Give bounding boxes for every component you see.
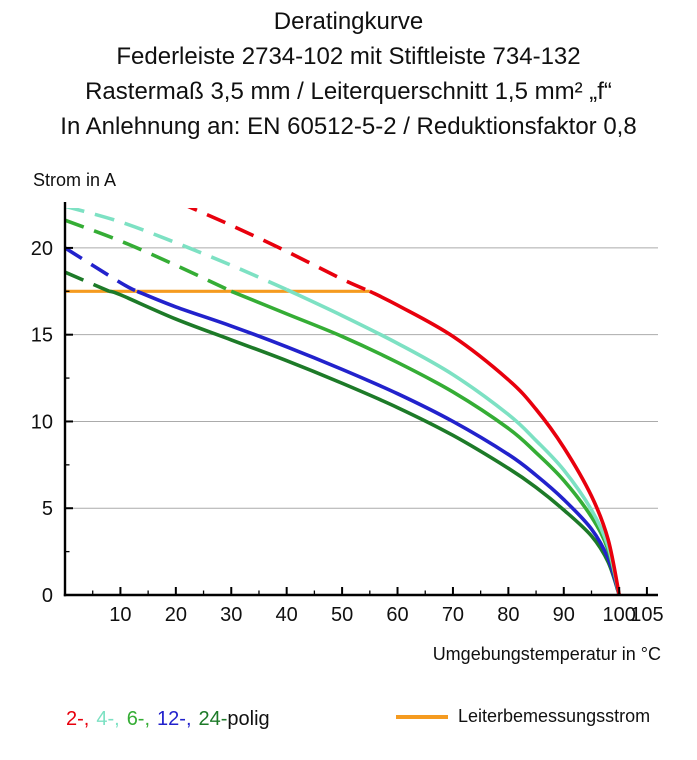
legend-pole-label: 2-, — [66, 708, 90, 730]
legend-pole-label: 6-, — [126, 708, 151, 730]
legend-pole-label: 12-, — [157, 708, 192, 730]
legend-pole-label: 24- — [198, 708, 228, 730]
svg-text:15: 15 — [31, 325, 53, 347]
legend-poles-suffix: polig — [227, 708, 270, 730]
svg-text:80: 80 — [497, 604, 519, 626]
svg-text:105: 105 — [630, 604, 663, 626]
svg-text:20: 20 — [165, 604, 187, 626]
svg-text:90: 90 — [553, 604, 575, 626]
x-axis-title: Umgebungstemperatur in °C — [432, 644, 661, 664]
title-line-2: Federleiste 2734-102 mit Stiftleiste 734… — [116, 43, 581, 70]
svg-text:60: 60 — [386, 604, 408, 626]
y-axis-title: Strom in A — [33, 170, 117, 190]
svg-text:10: 10 — [109, 604, 131, 626]
svg-text:50: 50 — [331, 604, 353, 626]
rated-current-line-swatch — [396, 714, 448, 719]
legend-pole-label: 4-, — [96, 708, 120, 730]
svg-text:40: 40 — [276, 604, 298, 626]
chart-title-block: Deratingkurve Federleiste 2734-102 mit S… — [0, 4, 697, 144]
svg-text:70: 70 — [442, 604, 464, 626]
title-line-3: Rastermaß 3,5 mm / Leiterquerschnitt 1,5… — [85, 78, 612, 105]
title-line-4: In Anlehnung an: EN 60512-5-2 / Reduktio… — [60, 113, 637, 140]
legend-rated-current: Leiterbemessungsstrom — [396, 706, 650, 727]
svg-text:10: 10 — [31, 411, 53, 433]
svg-text:30: 30 — [220, 604, 242, 626]
svg-text:0: 0 — [42, 585, 53, 607]
rated-current-label: Leiterbemessungsstrom — [458, 706, 651, 726]
legend-poles: 2-, 4-, 6-, 12-, 24-polig — [66, 708, 270, 731]
svg-text:100: 100 — [603, 604, 636, 626]
svg-text:20: 20 — [31, 238, 53, 260]
title-line-1: Deratingkurve — [273, 8, 424, 35]
svg-text:5: 5 — [42, 498, 53, 520]
legend-poles-items: 2-, 4-, 6-, 12-, 24- — [66, 708, 227, 730]
